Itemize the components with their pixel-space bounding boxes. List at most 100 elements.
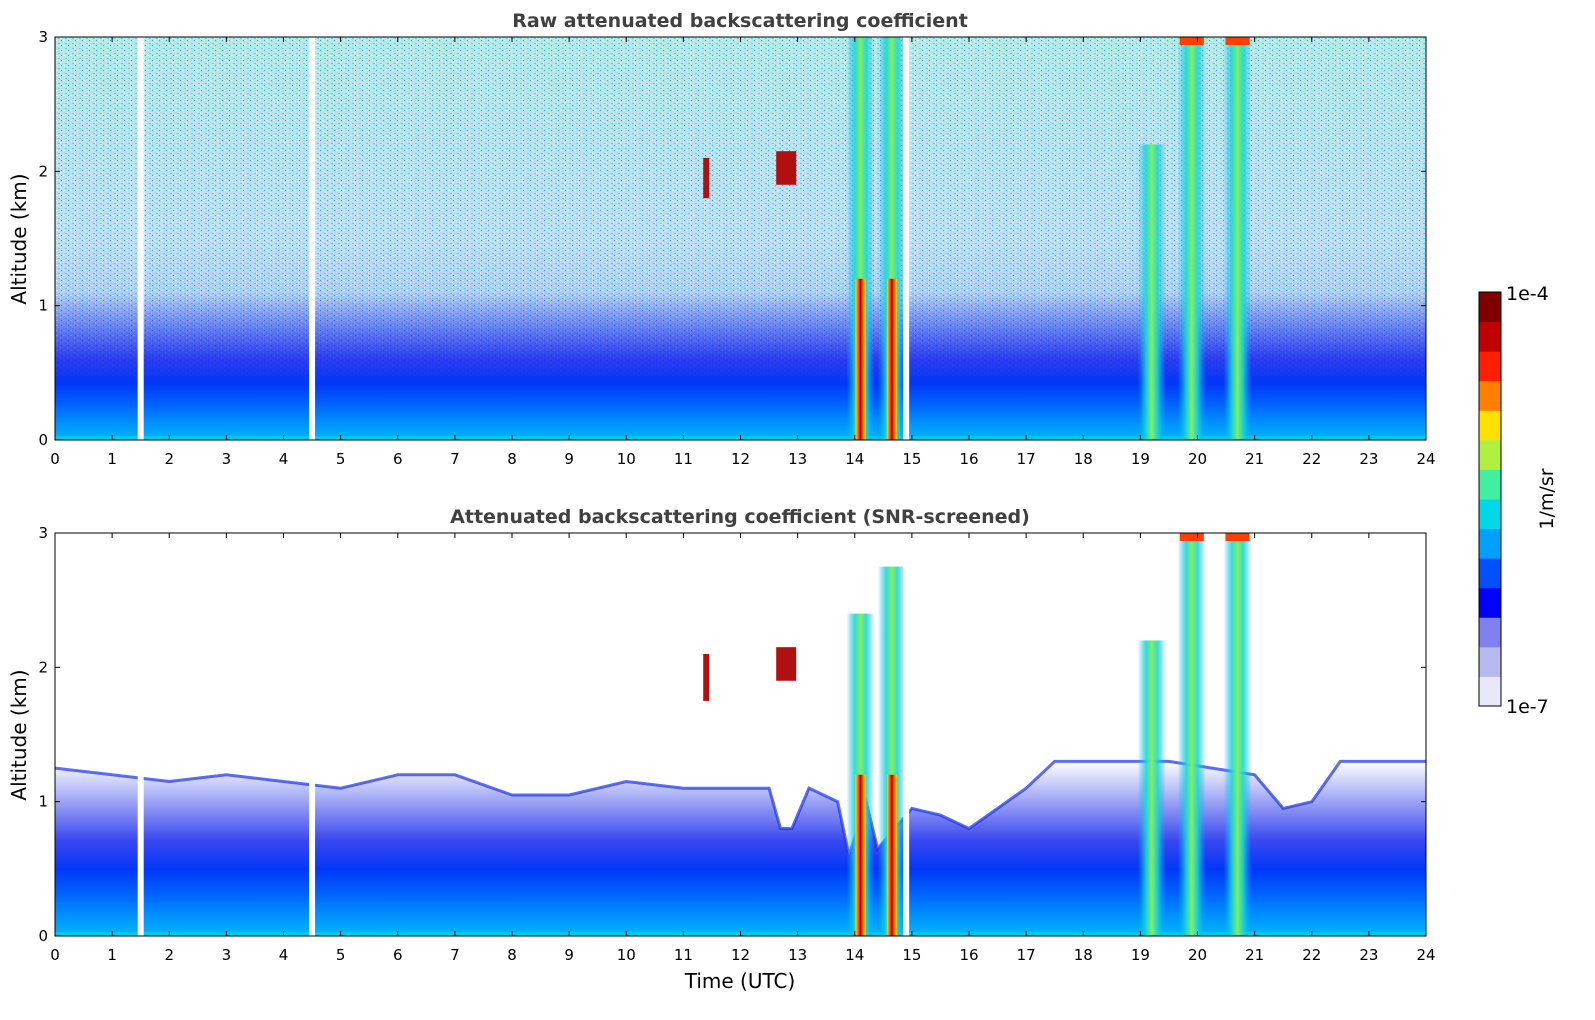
panel-raw-x-ticks: 0 1 2 3 4 5 6 7 8 9 10 11 12 13 14 15 16 17 18 19 20 21 22 23 24 — [50, 37, 1436, 468]
precipitation-top — [1225, 533, 1250, 541]
x-tick-label: 11 — [674, 450, 693, 468]
x-tick-label: 5 — [336, 450, 346, 468]
cloud-patch — [776, 151, 797, 185]
panel-raw-y-ticks: 0 1 2 3 — [38, 28, 1426, 449]
colorbar: 1e-4 1e-7 1/m/sr — [1478, 283, 1558, 718]
precipitation-shaft — [1177, 533, 1206, 936]
x-tick-label: 14 — [845, 450, 864, 468]
x-tick-label: 9 — [564, 946, 574, 964]
x-tick-label: 5 — [336, 946, 346, 964]
data-gap — [309, 37, 316, 440]
x-tick-label: 21 — [1245, 946, 1264, 964]
colorbar-min-label: 1e-7 — [1506, 696, 1549, 718]
data-gap — [309, 533, 316, 936]
colorbar-swatch — [1479, 528, 1501, 559]
panel-screened-xlabel: Time (UTC) — [684, 969, 796, 993]
panel-screened-y-ticks: 0 1 2 3 — [38, 524, 1426, 945]
precipitation-top — [1179, 37, 1204, 45]
x-tick-label: 23 — [1359, 450, 1378, 468]
precipitation-top — [1225, 37, 1250, 45]
x-tick-label: 1 — [107, 946, 117, 964]
colorbar-swatch — [1479, 439, 1501, 470]
colorbar-swatch — [1479, 292, 1501, 323]
x-tick-label: 6 — [393, 946, 403, 964]
x-tick-label: 10 — [617, 946, 636, 964]
y-tick-label: 1 — [38, 793, 48, 811]
panel-screened-ylabel: Altitude (km) — [7, 669, 31, 800]
x-tick-label: 16 — [959, 946, 978, 964]
precipitation-top — [1179, 533, 1204, 541]
x-tick-label: 12 — [731, 450, 750, 468]
precipitation-shaft — [1137, 640, 1166, 936]
precipitation-core — [886, 774, 897, 936]
x-tick-label: 20 — [1188, 450, 1207, 468]
colorbar-frame — [1478, 291, 1502, 707]
x-tick-label: 17 — [1017, 946, 1036, 964]
x-tick-label: 0 — [50, 450, 60, 468]
colorbar-swatch — [1479, 646, 1501, 677]
colorbar-swatch — [1479, 410, 1501, 441]
panel-screened: Attenuated backscattering coefficient (S… — [7, 506, 1436, 993]
panel-raw-title: Raw attenuated backscattering coefficien… — [512, 10, 968, 32]
colorbar-swatch — [1479, 558, 1501, 589]
x-tick-label: 10 — [617, 450, 636, 468]
colorbar-swatches — [1479, 292, 1501, 707]
precipitation-shaft — [1177, 37, 1206, 440]
x-tick-label: 1 — [107, 450, 117, 468]
precipitation-shaft — [1223, 533, 1252, 936]
y-tick-label: 2 — [38, 658, 48, 676]
colorbar-swatch — [1479, 469, 1501, 500]
precipitation-core — [855, 774, 866, 936]
x-tick-label: 18 — [1074, 450, 1093, 468]
x-tick-label: 8 — [507, 450, 517, 468]
x-tick-label: 15 — [902, 946, 921, 964]
x-tick-label: 13 — [788, 946, 807, 964]
cloud-patch — [703, 653, 710, 701]
x-tick-label: 19 — [1131, 946, 1150, 964]
panel-raw-ylabel: Altitude (km) — [7, 173, 31, 304]
x-tick-label: 14 — [845, 946, 864, 964]
x-tick-label: 6 — [393, 450, 403, 468]
data-gap — [903, 533, 910, 936]
x-tick-label: 12 — [731, 946, 750, 964]
y-tick-label: 3 — [38, 28, 48, 46]
x-tick-label: 22 — [1302, 946, 1321, 964]
panel-screened-title: Attenuated backscattering coefficient (S… — [450, 506, 1030, 528]
data-gap — [137, 533, 144, 936]
colorbar-swatch — [1479, 617, 1501, 648]
precipitation-shaft — [1223, 37, 1252, 440]
y-tick-label: 1 — [38, 297, 48, 315]
y-tick-label: 2 — [38, 162, 48, 180]
colorbar-swatch — [1479, 676, 1501, 707]
x-tick-label: 22 — [1302, 450, 1321, 468]
x-tick-label: 3 — [222, 450, 232, 468]
colorbar-unit-label: 1/m/sr — [1536, 468, 1558, 529]
x-tick-label: 13 — [788, 450, 807, 468]
panel-raw-heatmap — [55, 37, 1426, 440]
x-tick-label: 16 — [959, 450, 978, 468]
x-tick-label: 3 — [222, 946, 232, 964]
x-tick-label: 17 — [1017, 450, 1036, 468]
x-tick-label: 21 — [1245, 450, 1264, 468]
x-tick-label: 4 — [279, 450, 289, 468]
colorbar-swatch — [1479, 321, 1501, 352]
aerosol-layer — [55, 292, 1426, 440]
cloud-patch — [776, 647, 797, 681]
cloud-patch — [703, 157, 710, 199]
x-tick-label: 8 — [507, 946, 517, 964]
x-tick-label: 24 — [1416, 946, 1435, 964]
x-tick-label: 15 — [902, 450, 921, 468]
x-tick-label: 2 — [164, 450, 174, 468]
x-tick-label: 18 — [1074, 946, 1093, 964]
colorbar-swatch — [1479, 380, 1501, 411]
colorbar-swatch — [1479, 351, 1501, 382]
data-gap — [903, 37, 910, 440]
panel-screened-x-ticks: 0 1 2 3 4 5 6 7 8 9 10 11 12 13 14 15 16 17 18 19 20 21 22 23 24 — [50, 533, 1436, 964]
x-tick-label: 23 — [1359, 946, 1378, 964]
x-tick-label: 0 — [50, 946, 60, 964]
y-tick-label: 3 — [38, 524, 48, 542]
precipitation-core — [886, 278, 897, 440]
x-tick-label: 4 — [279, 946, 289, 964]
x-tick-label: 7 — [450, 450, 460, 468]
colorbar-max-label: 1e-4 — [1506, 283, 1549, 305]
